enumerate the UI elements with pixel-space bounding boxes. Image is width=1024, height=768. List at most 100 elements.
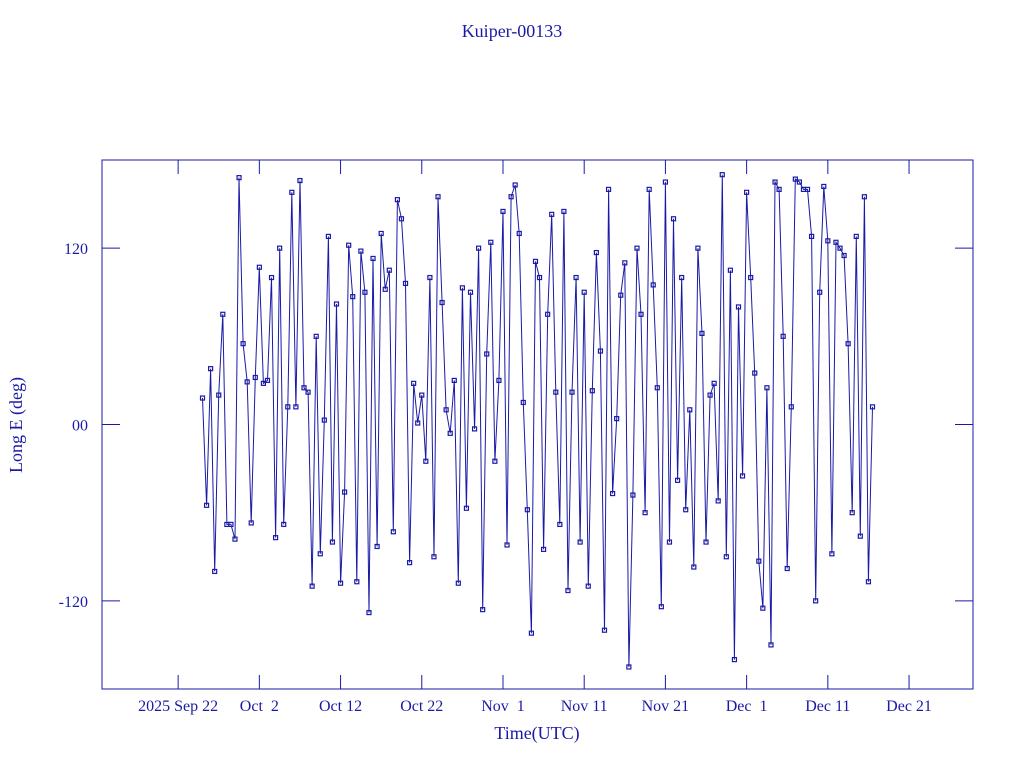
data-point	[853, 233, 859, 240]
data-point	[415, 420, 421, 426]
data-point	[626, 664, 632, 670]
data-point	[480, 607, 486, 613]
data-point	[861, 194, 867, 200]
data-point	[476, 245, 482, 251]
data-point	[553, 389, 559, 395]
data-point	[467, 289, 474, 295]
data-point	[459, 285, 465, 291]
data-point	[674, 477, 681, 483]
data-point	[723, 554, 729, 560]
data-point	[528, 630, 535, 636]
data-point	[260, 380, 267, 386]
data-point	[443, 407, 449, 413]
data-point	[293, 404, 299, 410]
data-point	[549, 211, 555, 217]
data-point	[216, 392, 222, 398]
data-point	[281, 521, 287, 528]
data-point	[780, 333, 786, 339]
data-point	[228, 521, 234, 528]
data-point	[492, 458, 498, 464]
data-point	[565, 587, 571, 594]
x-tick-label: Oct 12	[319, 698, 362, 715]
data-point	[199, 395, 206, 401]
data-point	[447, 430, 453, 436]
data-line	[202, 174, 873, 668]
data-point	[687, 407, 693, 413]
data-point	[679, 274, 685, 281]
x-tick-label: Dec 21	[886, 698, 932, 715]
data-point	[581, 289, 587, 295]
data-point	[220, 311, 226, 317]
data-point	[658, 604, 664, 610]
data-point	[610, 490, 616, 497]
data-point	[406, 560, 413, 566]
data-point	[337, 580, 344, 586]
data-point	[317, 551, 323, 557]
data-point	[500, 208, 506, 215]
data-point	[662, 179, 669, 185]
y-tick-label: 120	[64, 241, 88, 258]
data-point	[301, 385, 307, 391]
data-point	[203, 502, 210, 508]
data-point	[601, 627, 608, 633]
data-point	[849, 510, 855, 516]
data-point	[236, 175, 242, 181]
data-point	[342, 489, 348, 495]
data-point	[618, 292, 624, 298]
data-point	[744, 189, 750, 195]
x-tick-label: Nov 11	[561, 698, 608, 715]
data-point	[248, 520, 254, 526]
data-point	[707, 392, 713, 398]
x-axis-label: Time(UTC)	[494, 723, 579, 744]
data-point	[313, 333, 319, 339]
data-point	[821, 183, 827, 190]
data-point	[256, 264, 262, 270]
data-point	[825, 238, 831, 244]
data-point	[439, 299, 445, 306]
data-point	[719, 172, 725, 178]
data-point	[427, 274, 433, 281]
x-tick-label: Nov 21	[642, 698, 690, 715]
x-tick-label: Nov 1	[481, 698, 525, 715]
data-point	[496, 377, 502, 384]
data-point	[508, 194, 514, 200]
data-point	[455, 580, 461, 586]
data-point	[463, 505, 470, 511]
data-point	[573, 274, 579, 281]
data-point	[374, 543, 380, 550]
data-point	[764, 385, 770, 391]
x-tick-label: Oct 22	[400, 698, 443, 715]
data-point	[845, 341, 851, 347]
data-point	[382, 286, 388, 292]
data-point	[711, 380, 717, 386]
data-point	[577, 539, 583, 545]
plot-frame	[101, 159, 974, 690]
data-point	[857, 533, 863, 539]
data-point	[471, 426, 478, 432]
x-tick-label: Dec 11	[805, 698, 850, 715]
data-point	[593, 249, 599, 256]
x-tick-label: 2025 Sep 22	[138, 698, 218, 715]
data-point	[285, 404, 291, 410]
data-point	[252, 374, 258, 381]
x-tick-label: Dec 1	[726, 698, 768, 715]
data-point	[646, 186, 652, 192]
data-point	[837, 245, 843, 251]
data-point	[545, 311, 551, 317]
data-point	[691, 564, 697, 570]
data-point	[208, 366, 214, 372]
data-point	[813, 598, 819, 604]
data-point	[703, 539, 709, 545]
data-point	[654, 385, 660, 391]
data-point	[520, 399, 526, 406]
data-point	[772, 179, 778, 185]
data-point	[557, 521, 563, 528]
data-point	[386, 267, 392, 273]
data-point	[727, 267, 733, 273]
data-point	[833, 239, 839, 245]
data-point	[297, 177, 303, 184]
data-point	[739, 473, 746, 479]
data-point	[614, 416, 620, 422]
data-point	[516, 230, 522, 237]
